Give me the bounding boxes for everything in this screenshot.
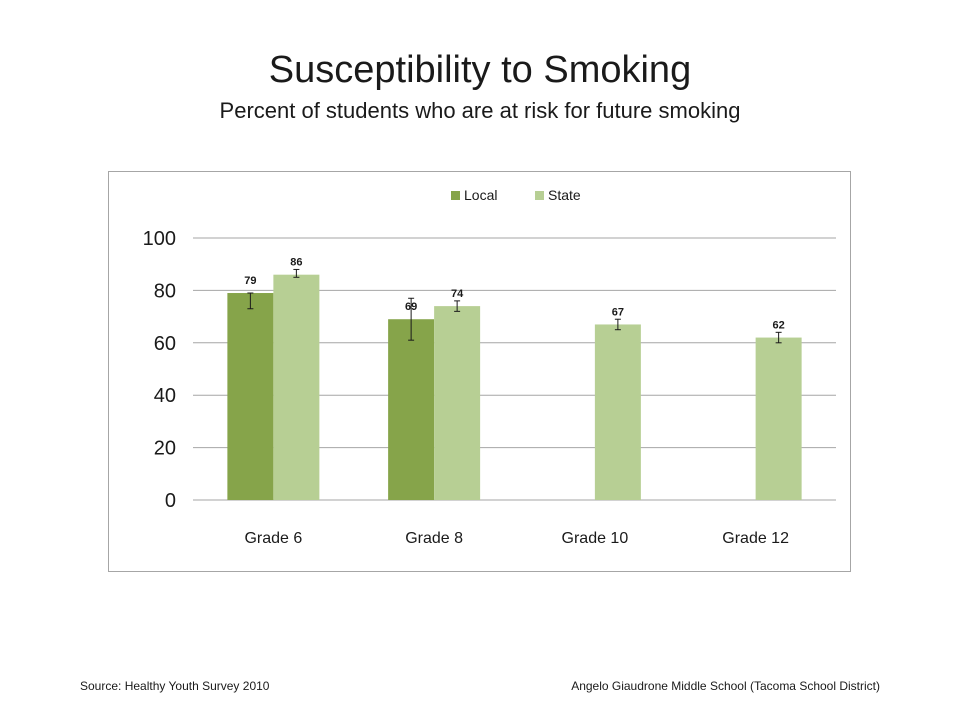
data-label: 67: [612, 306, 624, 318]
x-tick-label: Grade 10: [562, 530, 629, 547]
legend-label-state: State: [548, 187, 581, 203]
school-name: Angelo Giaudrone Middle School (Tacoma S…: [571, 679, 880, 693]
bar-state-grade-6: [273, 274, 320, 500]
data-label: 62: [773, 320, 785, 332]
y-tick-label: 100: [143, 228, 176, 250]
x-tick-label: Grade 8: [405, 530, 463, 547]
y-tick-label: 60: [154, 333, 176, 355]
y-tick-label: 20: [154, 438, 176, 460]
data-label: 74: [451, 288, 464, 300]
legend-swatch-state: [535, 191, 544, 200]
bar-state-grade-8: [434, 306, 481, 500]
data-label: 69: [405, 301, 417, 313]
data-label: 79: [244, 275, 256, 287]
slide-subtitle: Percent of students who are at risk for …: [219, 98, 741, 123]
legend-swatch-local: [451, 191, 460, 200]
bar-state-grade-10: [594, 324, 641, 500]
data-label: 86: [290, 257, 302, 269]
y-tick-label: 0: [165, 490, 176, 512]
bar-local-grade-8: [388, 319, 435, 500]
slide-title: Susceptibility to Smoking: [268, 49, 692, 91]
bar-state-grade-12: [755, 337, 802, 500]
x-tick-label: Grade 12: [722, 530, 789, 547]
x-tick-label: Grade 6: [244, 530, 302, 547]
legend-label-local: Local: [464, 187, 497, 203]
bar-local-grade-6: [227, 293, 274, 500]
y-tick-label: 80: [154, 280, 176, 302]
source-note: Source: Healthy Youth Survey 2010: [80, 679, 270, 693]
y-tick-label: 40: [154, 385, 176, 407]
